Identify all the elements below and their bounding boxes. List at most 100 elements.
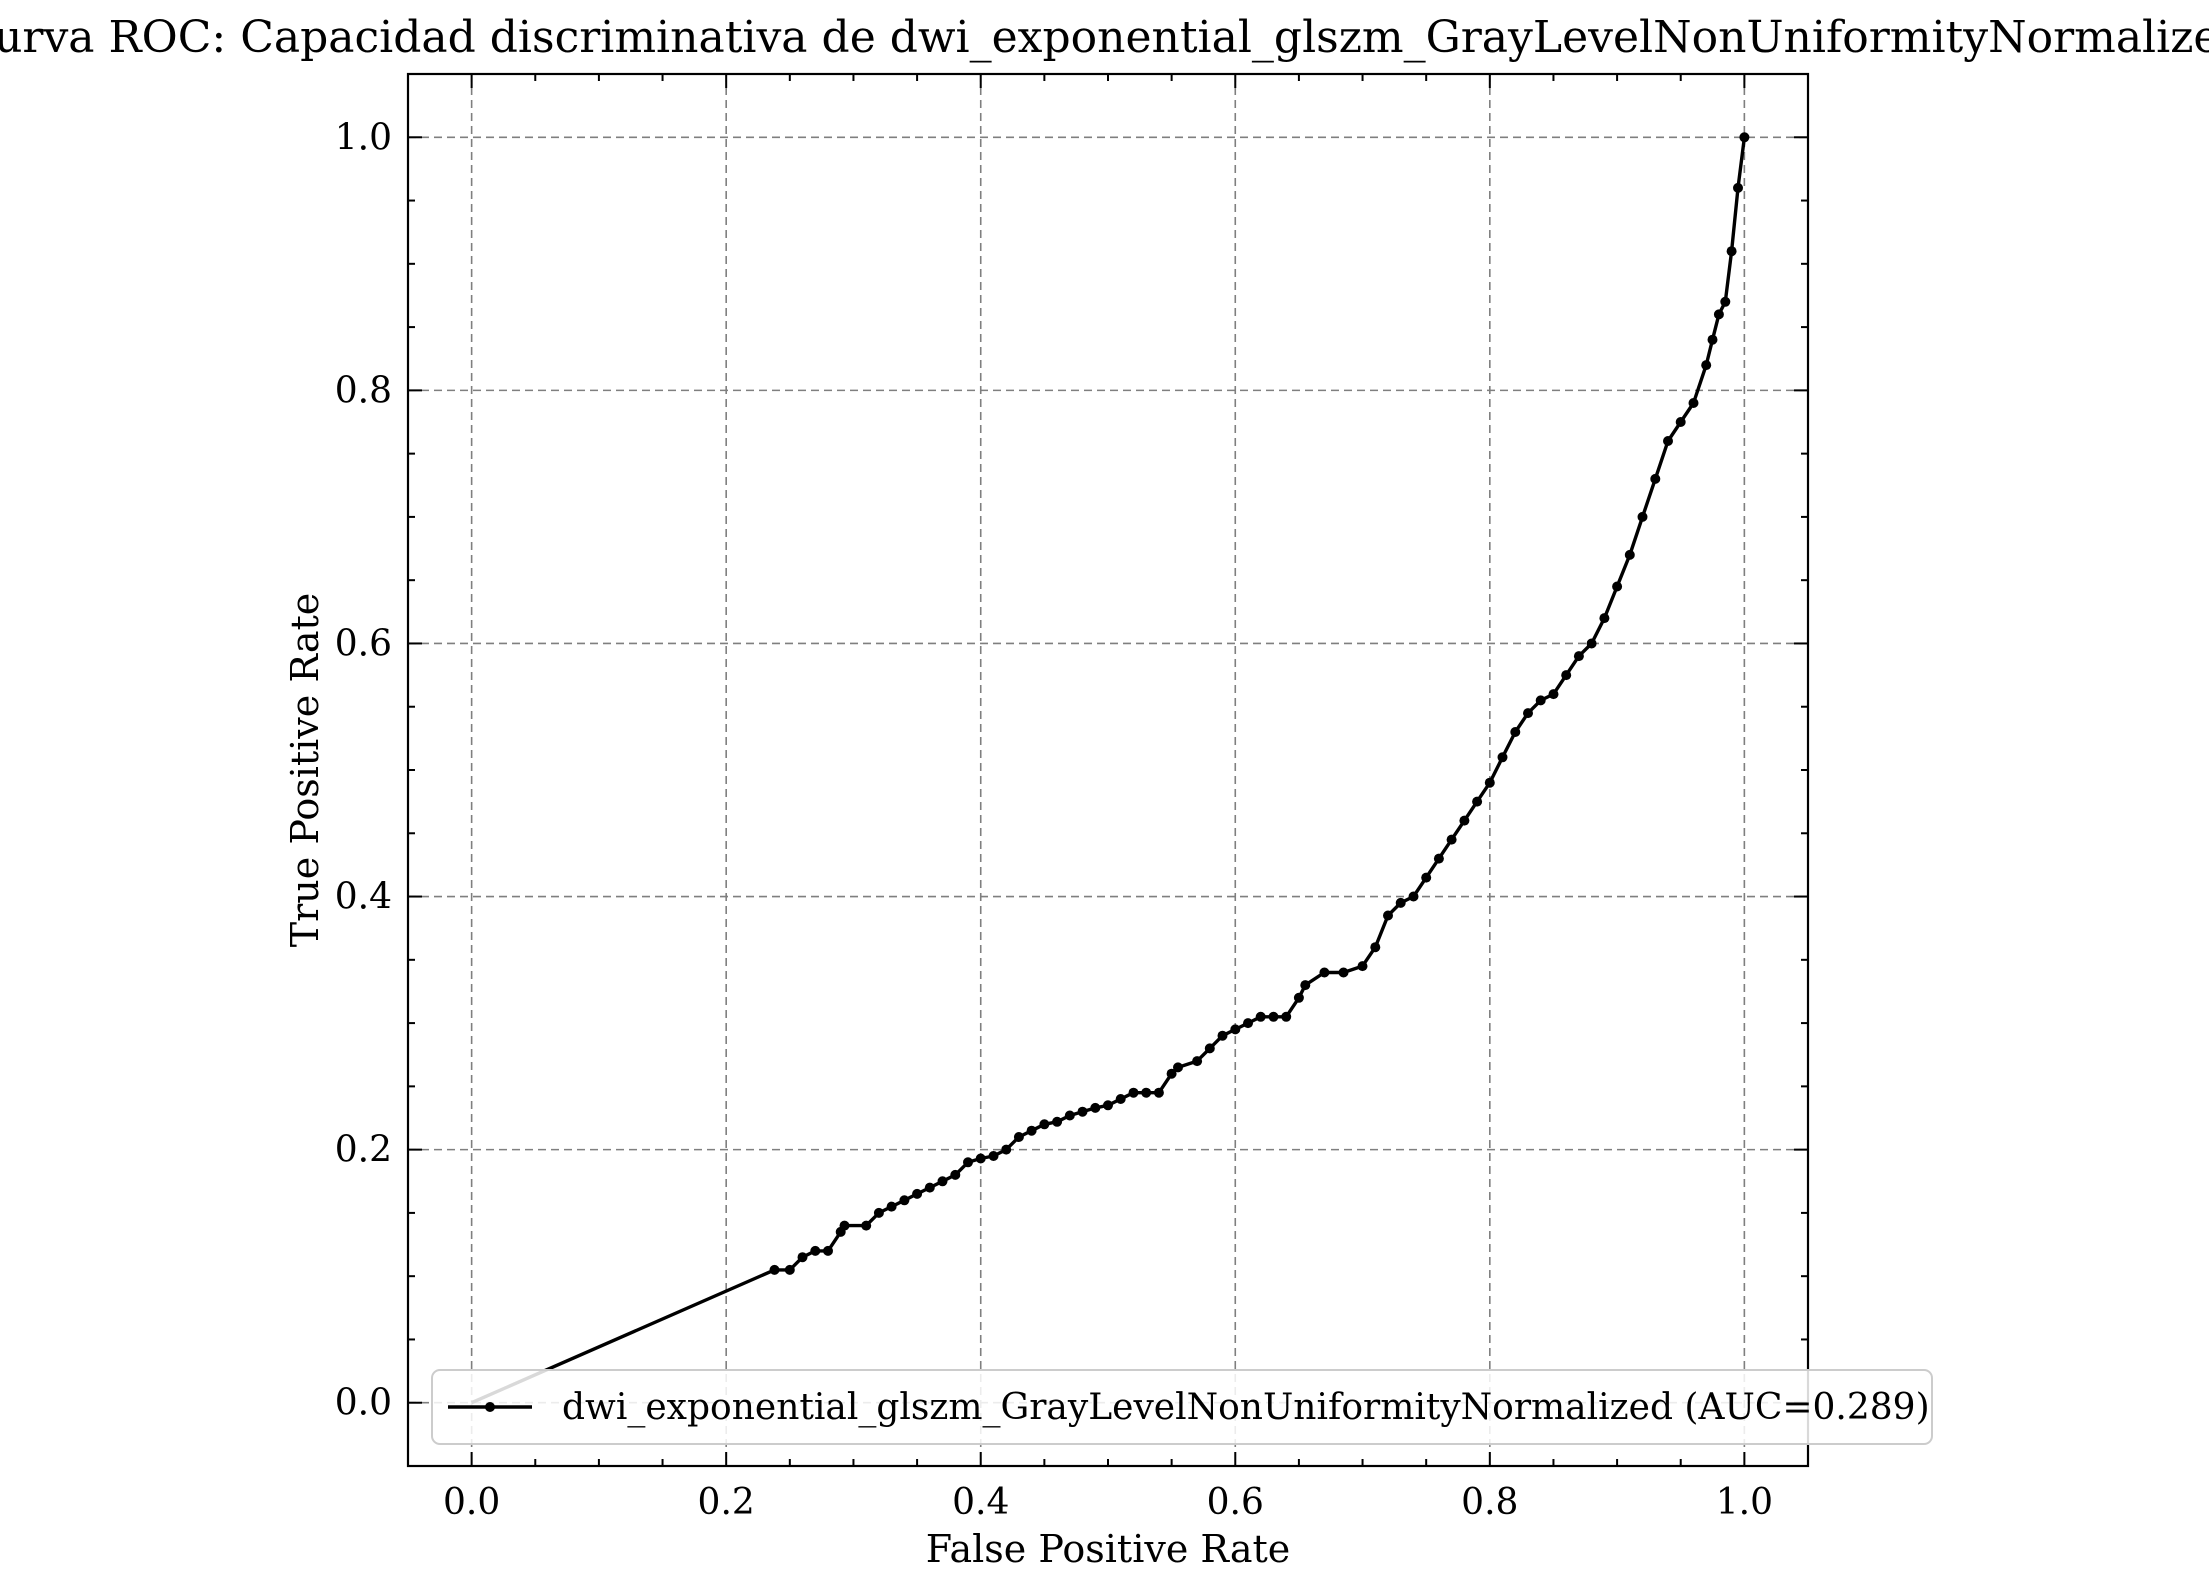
roc-point — [1128, 1087, 1139, 1098]
x-tick-label: 0.4 — [952, 1482, 1009, 1523]
roc-point — [1561, 670, 1572, 681]
roc-point — [1586, 638, 1597, 649]
roc-point — [1064, 1110, 1075, 1121]
roc-point — [839, 1220, 850, 1231]
roc-point — [1293, 992, 1304, 1003]
roc-point — [1166, 1068, 1177, 1079]
roc-point — [1370, 942, 1381, 953]
roc-point — [886, 1201, 897, 1212]
roc-point — [1535, 695, 1546, 706]
roc-point — [975, 1153, 986, 1164]
roc-point — [1039, 1119, 1050, 1130]
roc-point — [1701, 360, 1712, 371]
roc-point — [1713, 309, 1724, 320]
roc-point — [1408, 891, 1419, 902]
roc-point — [1510, 727, 1521, 737]
chart-title: Curva ROC: Capacidad discriminativa de d… — [0, 12, 2209, 63]
roc-point — [1433, 853, 1444, 864]
x-tick-label: 0.8 — [1461, 1482, 1518, 1523]
roc-point — [769, 1264, 780, 1275]
x-tick-label: 1.0 — [1716, 1482, 1773, 1523]
roc-point — [937, 1176, 948, 1187]
roc-point — [1268, 1011, 1279, 1022]
roc-point — [1497, 752, 1508, 763]
roc-point — [1523, 708, 1533, 719]
roc-point — [1338, 967, 1349, 978]
roc-point — [988, 1151, 999, 1161]
x-axis-label: False Positive Rate — [926, 1527, 1291, 1571]
legend-entry: dwi_exponential_glszm_GrayLevelNonUnifor… — [562, 1387, 1930, 1428]
roc-series-line — [470, 137, 1747, 1405]
y-tick-label: 0.2 — [335, 1130, 392, 1171]
roc-point — [1637, 511, 1648, 522]
y-tick-label: 1.0 — [335, 117, 392, 158]
x-tick-label: 0.0 — [443, 1482, 500, 1523]
roc-point — [1103, 1100, 1113, 1111]
roc-point — [1243, 1018, 1253, 1029]
roc-point — [1733, 182, 1743, 193]
roc-point — [1624, 549, 1635, 560]
legend-marker — [485, 1402, 495, 1412]
tick-labels: 0.0 0.2 0.4 0.6 0.8 1.0 0.0 0.2 0.4 0.6 0.8 1.0 — [335, 117, 1773, 1523]
roc-point — [823, 1245, 833, 1256]
roc-point — [1573, 651, 1584, 662]
roc-point — [1459, 815, 1470, 826]
roc-point — [1707, 334, 1718, 345]
roc-point — [1230, 1024, 1241, 1035]
y-tick-label: 0.0 — [335, 1383, 392, 1424]
roc-point — [1739, 132, 1750, 143]
roc-point — [1141, 1087, 1152, 1098]
roc-point — [1319, 967, 1330, 978]
roc-point — [1484, 777, 1495, 788]
roc-point — [1026, 1125, 1037, 1136]
roc-point — [1612, 581, 1623, 592]
roc-point — [1688, 398, 1699, 408]
roc-point — [1001, 1144, 1012, 1155]
roc-point — [1255, 1011, 1266, 1022]
roc-point — [1300, 980, 1311, 991]
x-tick-label: 0.2 — [698, 1482, 755, 1523]
roc-point — [797, 1252, 808, 1263]
x-tick-label: 0.6 — [1207, 1482, 1264, 1523]
roc-point — [1383, 910, 1393, 921]
roc-point — [873, 1207, 884, 1218]
axes-frame — [406, 72, 1810, 1468]
roc-point — [1077, 1106, 1088, 1117]
roc-point — [861, 1220, 872, 1231]
roc-point — [1204, 1043, 1215, 1054]
roc-point — [1173, 1062, 1183, 1073]
axis-ticks — [407, 73, 1809, 1467]
roc-point — [1052, 1116, 1063, 1127]
roc-point — [1357, 961, 1368, 972]
roc-point — [1090, 1102, 1101, 1113]
roc-point — [1720, 296, 1731, 307]
roc-point — [1395, 897, 1406, 908]
y-tick-label: 0.6 — [335, 623, 392, 664]
roc-point — [1281, 1011, 1292, 1022]
plot-area — [470, 132, 1750, 1405]
y-tick-label: 0.8 — [335, 370, 392, 411]
roc-point — [1192, 1056, 1203, 1067]
roc-point — [784, 1264, 795, 1275]
y-tick-label: 0.4 — [335, 877, 392, 918]
roc-point — [1726, 246, 1737, 257]
roc-point — [912, 1188, 923, 1199]
roc-point — [899, 1195, 910, 1206]
roc-point — [1472, 796, 1483, 807]
roc-point — [1115, 1094, 1126, 1104]
roc-point — [1153, 1087, 1164, 1098]
roc-point — [924, 1182, 935, 1193]
y-axis-label: True Positive Rate — [283, 593, 327, 947]
grid-lines — [408, 74, 1808, 1466]
legend: dwi_exponential_glszm_GrayLevelNonUnifor… — [431, 1369, 1933, 1445]
roc-point — [1548, 689, 1559, 700]
roc-point — [1446, 834, 1457, 845]
roc-point — [1013, 1132, 1024, 1142]
roc-point — [1421, 872, 1432, 883]
roc-point — [963, 1157, 973, 1168]
roc-point — [1650, 473, 1661, 484]
roc-point — [1675, 417, 1686, 427]
roc-point — [1663, 436, 1673, 446]
roc-point — [1217, 1030, 1228, 1041]
legend-box — [431, 1369, 1933, 1445]
